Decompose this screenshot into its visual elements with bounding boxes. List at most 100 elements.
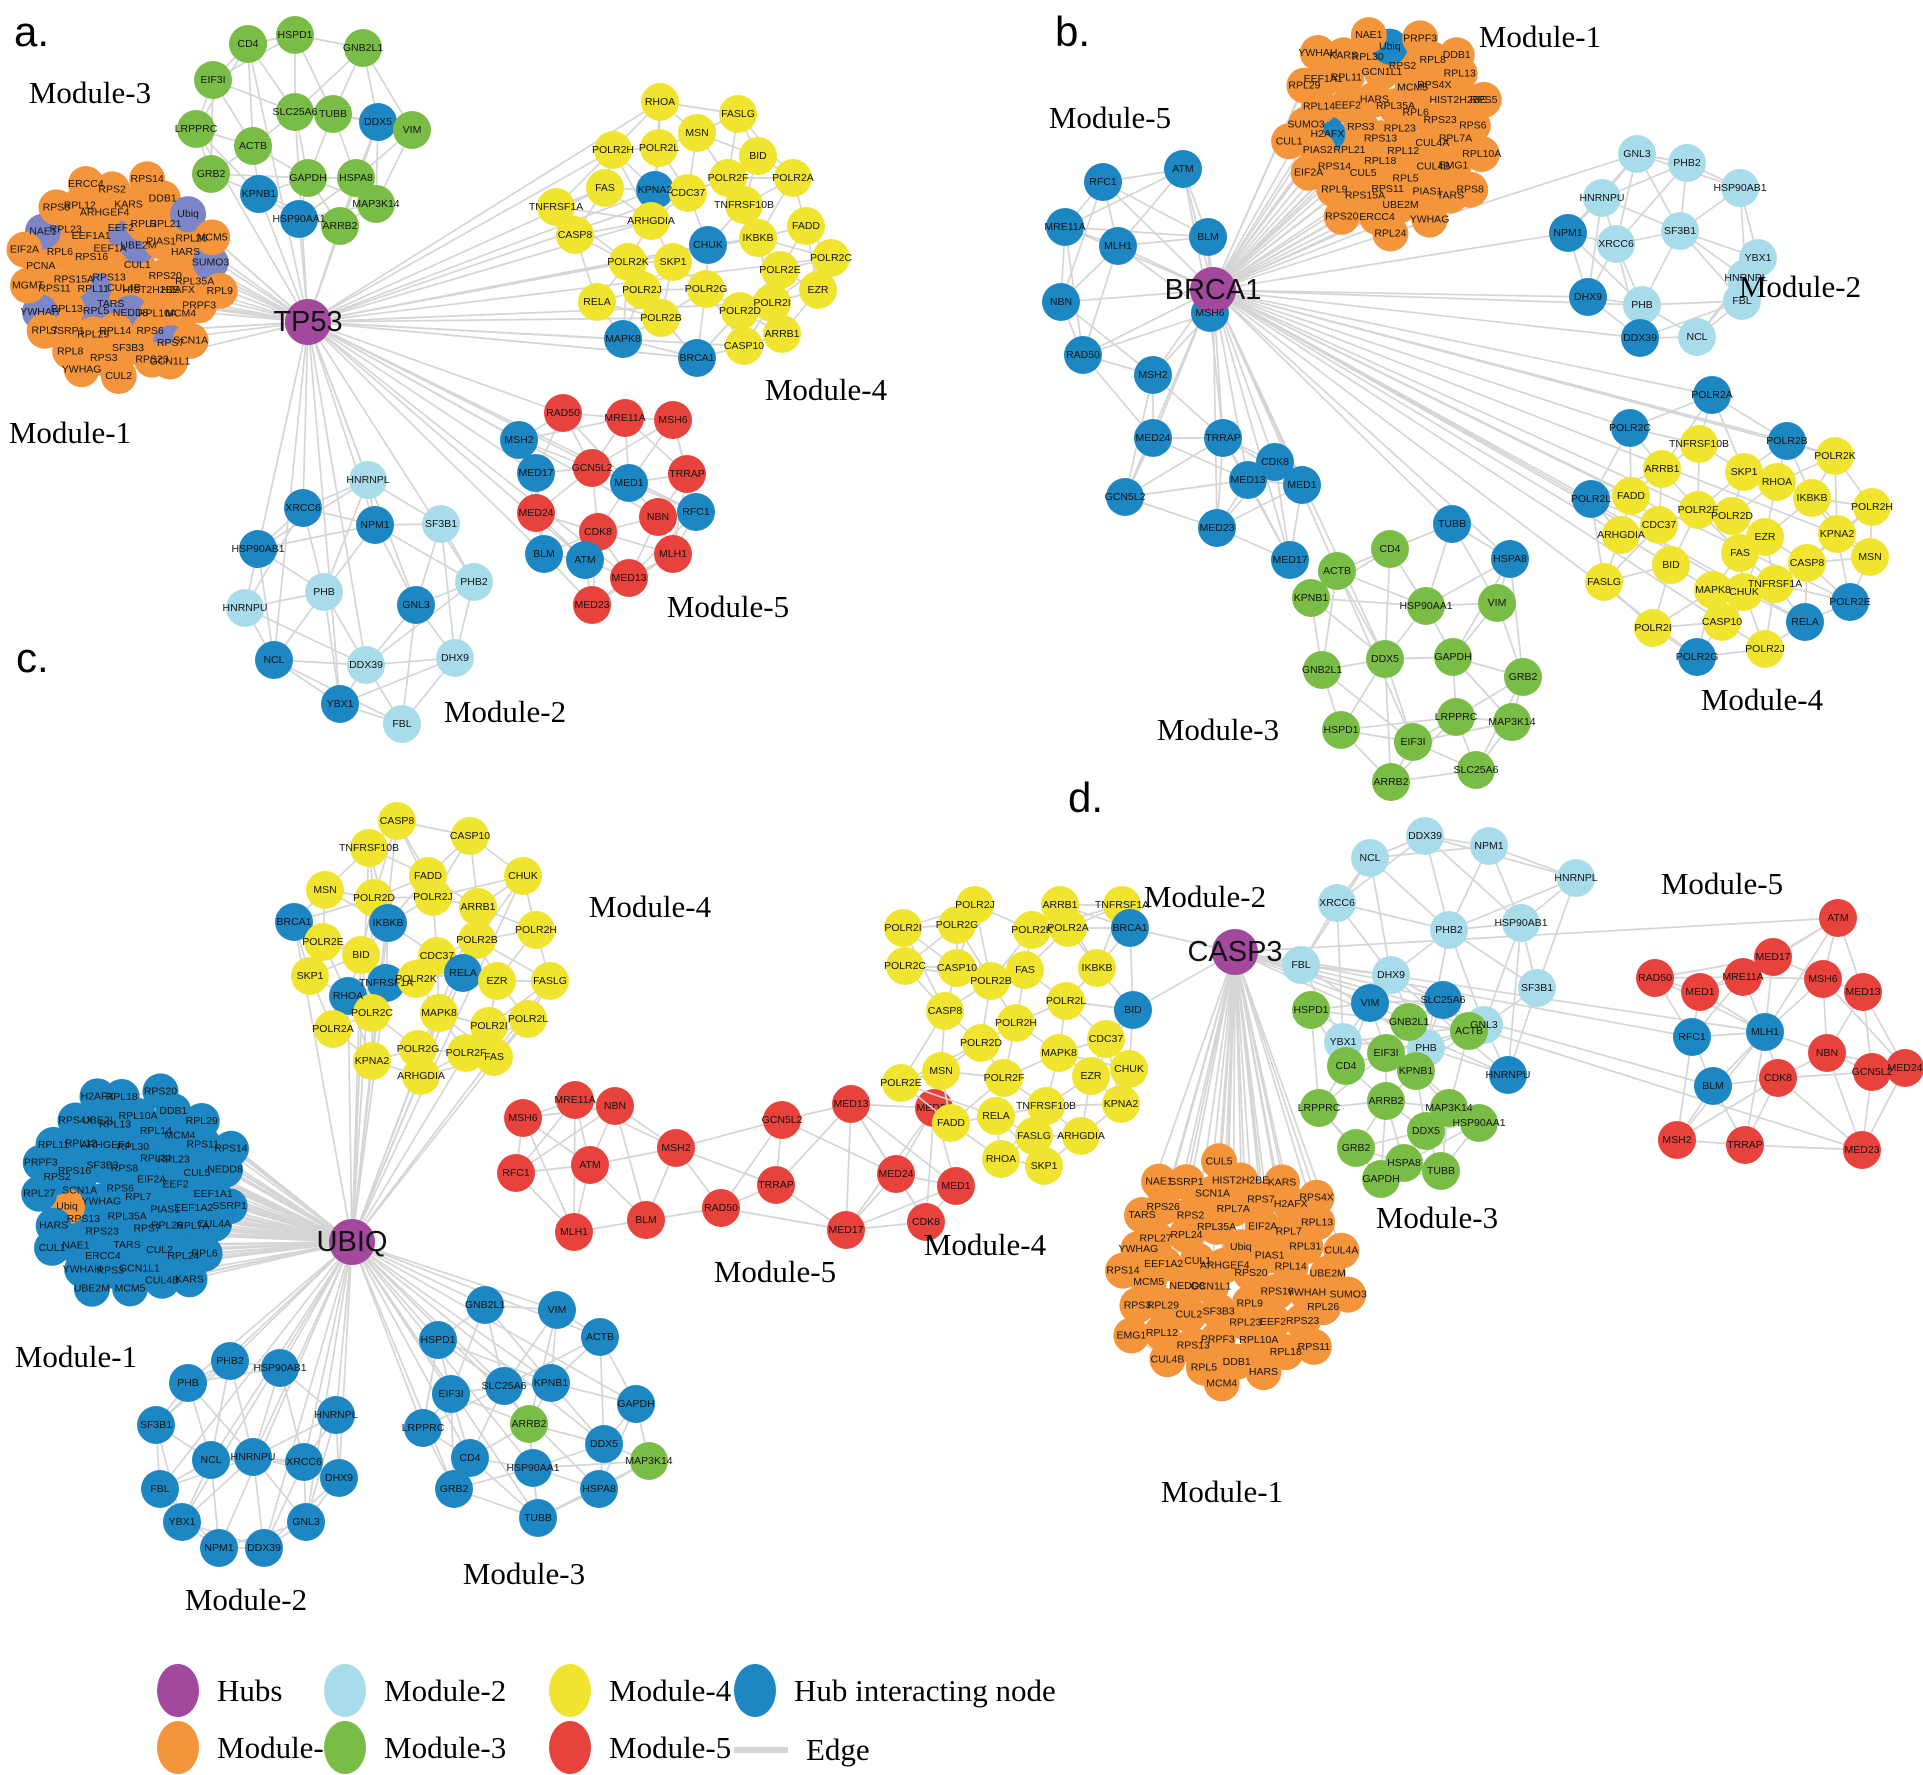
c-node-hnrnpu[interactable] xyxy=(234,1438,272,1476)
a-node-polr2e[interactable] xyxy=(761,251,799,289)
d-node-casp8[interactable] xyxy=(926,992,964,1030)
c-node-cdk8[interactable] xyxy=(907,1203,945,1241)
a-node-med13[interactable] xyxy=(610,559,648,597)
c-node-ikbkb[interactable] xyxy=(369,904,407,942)
b-node-polr2d[interactable] xyxy=(1713,497,1751,535)
b-node-blm[interactable] xyxy=(1189,218,1227,256)
b-node-gapdh[interactable] xyxy=(1434,638,1472,676)
b-node-rpl9[interactable] xyxy=(1316,171,1353,208)
b-node-cdk8[interactable] xyxy=(1256,443,1294,481)
a-node-tnfrsf1a[interactable] xyxy=(537,188,575,226)
d-node-ikbkb[interactable] xyxy=(1078,949,1116,987)
d-node-med17[interactable] xyxy=(1754,938,1792,976)
a-node-polr2g[interactable] xyxy=(687,270,725,308)
b-node-polr2g[interactable] xyxy=(1678,638,1716,676)
d-node-rfc1[interactable] xyxy=(1673,1018,1711,1056)
c-node-casp8[interactable] xyxy=(378,802,416,840)
b-node-phb2[interactable] xyxy=(1668,144,1706,182)
a-node-med23[interactable] xyxy=(573,586,611,624)
c-node-polr2f[interactable] xyxy=(447,1034,485,1072)
c-node-polr2b[interactable] xyxy=(458,921,496,959)
d-node-polr2g[interactable] xyxy=(938,906,976,944)
d-node-hnrnpl[interactable] xyxy=(1557,859,1595,897)
b-node-rela[interactable] xyxy=(1786,603,1824,641)
c-node-gnb2l1[interactable] xyxy=(466,1286,504,1324)
d-node-casp10[interactable] xyxy=(938,949,976,987)
d-node-eif3i[interactable] xyxy=(1367,1034,1405,1072)
d-node-ddx5[interactable] xyxy=(1407,1112,1445,1150)
a-node-polr2k[interactable] xyxy=(609,243,647,281)
c-node-rpl29[interactable] xyxy=(183,1103,220,1140)
b-node-hnrnpu[interactable] xyxy=(1583,179,1621,217)
a-node-tubb[interactable] xyxy=(314,95,352,133)
c-node-map3k14[interactable] xyxy=(630,1442,668,1480)
b-node-nae1[interactable] xyxy=(1350,17,1387,54)
b-node-chuk[interactable] xyxy=(1725,573,1763,611)
d-node-emg1[interactable] xyxy=(1113,1317,1150,1354)
c-node-kars[interactable] xyxy=(171,1261,208,1298)
b-node-grb2[interactable] xyxy=(1504,658,1542,696)
d-node-tubb[interactable] xyxy=(1422,1152,1460,1190)
b-node-polr2h[interactable] xyxy=(1853,488,1891,526)
b-node-kars[interactable] xyxy=(1325,37,1362,74)
d-node-map3k14[interactable] xyxy=(1430,1089,1468,1127)
b-node-polr2i[interactable] xyxy=(1634,609,1672,647)
a-node-med17[interactable] xyxy=(517,454,555,492)
c-node-slc25a6[interactable] xyxy=(485,1367,523,1405)
a-node-gnb2l1[interactable] xyxy=(344,29,382,67)
d-node-ncl[interactable] xyxy=(1351,839,1389,877)
a-node-hsp90ab1[interactable] xyxy=(239,530,277,568)
a-node-polr2c[interactable] xyxy=(812,239,850,277)
d-node-med1[interactable] xyxy=(1681,973,1719,1011)
b-node-ywhag[interactable] xyxy=(1411,201,1448,238)
a-node-chuk[interactable] xyxy=(689,226,727,264)
d-node-slc25a6[interactable] xyxy=(1424,981,1462,1019)
a-node-cul2[interactable] xyxy=(100,358,137,395)
a-node-rela[interactable] xyxy=(578,283,616,321)
c-node-hnrnpl[interactable] xyxy=(317,1396,355,1434)
c-node-ssrp1[interactable] xyxy=(211,1188,248,1225)
b-node-rps8[interactable] xyxy=(1452,171,1489,208)
d-node-gnb2l1[interactable] xyxy=(1390,1003,1428,1041)
d-node-mlh1[interactable] xyxy=(1746,1013,1784,1051)
c-node-gapdh[interactable] xyxy=(617,1385,655,1423)
c-node-hsp90aa1[interactable] xyxy=(514,1449,552,1487)
b-node-arhgdia[interactable] xyxy=(1602,516,1640,554)
a-node-ddx39[interactable] xyxy=(347,646,385,684)
c-node-ncl[interactable] xyxy=(192,1441,230,1479)
a-node-hnrnpu[interactable] xyxy=(226,589,264,627)
d-node-med24[interactable] xyxy=(1886,1049,1923,1087)
b-node-eif2a[interactable] xyxy=(1290,154,1327,191)
c-node-arrb2[interactable] xyxy=(510,1405,548,1443)
c-node-rela[interactable] xyxy=(444,954,482,992)
c-node-rps14[interactable] xyxy=(212,1130,249,1167)
d-node-med13[interactable] xyxy=(1844,973,1882,1011)
a-node-trrap[interactable] xyxy=(668,455,706,493)
a-node-msh2[interactable] xyxy=(500,421,538,459)
a-node-ikbkb[interactable] xyxy=(739,219,777,257)
a-node-kpna2[interactable] xyxy=(636,171,674,209)
b-node-casp8[interactable] xyxy=(1788,544,1826,582)
c-node-med17[interactable] xyxy=(827,1211,865,1249)
c-node-cd4[interactable] xyxy=(451,1439,489,1477)
a-node-polr2j[interactable] xyxy=(623,271,661,309)
c-node-cul1[interactable] xyxy=(34,1229,71,1266)
b-node-kpnb1[interactable] xyxy=(1292,579,1330,617)
a-node-eif2a[interactable] xyxy=(6,231,43,268)
b-node-polr2f[interactable] xyxy=(1679,491,1717,529)
d-node-cul4b[interactable] xyxy=(1149,1341,1186,1378)
b-node-polr2k[interactable] xyxy=(1816,437,1854,475)
d-node-lrpprc[interactable] xyxy=(1300,1089,1338,1127)
b-node-rpl10a[interactable] xyxy=(1463,135,1500,172)
a-node-mapk8[interactable] xyxy=(604,320,642,358)
a-node-mre11a[interactable] xyxy=(606,399,644,437)
d-node-cdc37[interactable] xyxy=(1087,1020,1125,1058)
b-node-cd4[interactable] xyxy=(1371,530,1409,568)
b-node-arrb1[interactable] xyxy=(1643,450,1681,488)
c-node-ube2m[interactable] xyxy=(73,1270,110,1307)
c-node-mapk8[interactable] xyxy=(420,994,458,1032)
c-node-rfc1[interactable] xyxy=(497,1154,535,1192)
b-node-med17[interactable] xyxy=(1271,541,1309,579)
a-node-ezr[interactable] xyxy=(799,271,837,309)
d-node-vim[interactable] xyxy=(1351,984,1389,1022)
